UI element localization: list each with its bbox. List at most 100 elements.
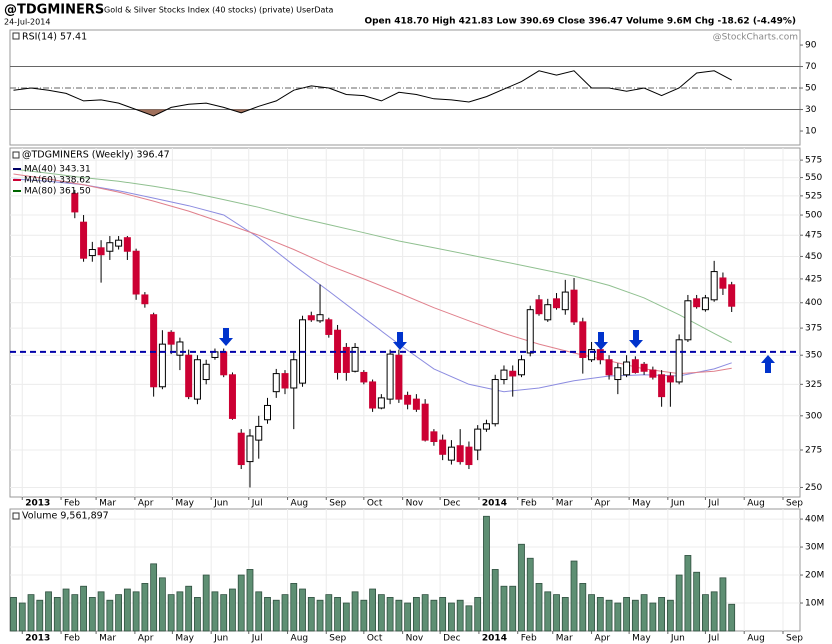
volume-bar — [36, 599, 44, 632]
y-tick-label: 450 — [805, 252, 822, 262]
x-tick-label: Jun — [213, 499, 228, 509]
candle-body — [176, 341, 184, 356]
y-tick-label: 325 — [805, 380, 822, 390]
volume-bar — [693, 571, 701, 632]
panel-frame — [9, 147, 801, 498]
volume-bar — [307, 597, 315, 632]
volume-bar — [710, 591, 718, 632]
arrow-down — [219, 328, 233, 346]
volume-bar — [290, 583, 298, 632]
y-tick-label: 350 — [805, 351, 822, 361]
volume-bar — [483, 515, 490, 632]
volume-bar — [561, 597, 569, 632]
volume-bar — [167, 594, 175, 632]
candle-body — [404, 394, 412, 405]
y-tick-label: 70 — [805, 62, 817, 72]
candle-body — [255, 425, 263, 441]
candle-body — [377, 397, 385, 409]
candle-body — [158, 343, 166, 388]
candle-body — [360, 371, 368, 383]
volume-bar — [377, 594, 385, 632]
x-tick-label: May — [175, 499, 194, 509]
y-tick-label: 40M — [805, 515, 824, 525]
x-tick-label: Feb — [64, 499, 80, 509]
volume-bar — [596, 597, 604, 632]
candle-body — [465, 446, 473, 466]
candle-body — [150, 314, 158, 388]
y-tick-label: 30 — [805, 105, 817, 115]
quote: Open 418.70 High 421.83 Low 390.69 Close… — [364, 17, 796, 27]
volume-bar — [71, 594, 79, 632]
candle-body — [106, 242, 114, 252]
candle-body — [342, 346, 350, 373]
x-tick-label: Nov — [406, 499, 424, 509]
y-tick-label: 300 — [805, 411, 822, 421]
candle-body — [640, 363, 648, 372]
volume-bar — [334, 597, 341, 632]
x-tick-label: Aug — [747, 499, 765, 509]
x-tick-label: Mar — [556, 499, 573, 509]
volume-bar — [255, 591, 263, 632]
volume-bar — [246, 569, 254, 632]
candle-body — [456, 445, 464, 463]
volume-bar — [588, 594, 595, 632]
volume-bar — [185, 585, 193, 632]
candle-body — [526, 309, 534, 354]
candle-body — [535, 299, 543, 315]
volume-bar — [80, 585, 87, 632]
x-tick-label: May — [175, 634, 194, 644]
x-tick-label: 2014 — [482, 499, 507, 509]
volume-bar — [237, 574, 245, 632]
candle-body — [132, 250, 140, 295]
panel-frame — [9, 29, 801, 146]
arrow-down — [594, 332, 608, 350]
volume-bar — [229, 588, 236, 632]
volume-bar — [123, 588, 131, 632]
x-tick-label: Apr — [138, 499, 154, 509]
y-tick-label: 90 — [805, 41, 817, 51]
candle-body — [649, 369, 657, 378]
panel-icon — [12, 512, 20, 520]
x-tick-label: Mar — [99, 499, 116, 509]
volume-bar — [719, 577, 727, 632]
moving-average — [13, 168, 732, 343]
candle-body — [588, 349, 596, 361]
candle-body — [412, 398, 420, 410]
volume-bar — [684, 555, 692, 632]
volume-bar — [553, 594, 560, 632]
arrow-down — [393, 332, 407, 350]
volume-bar — [395, 599, 403, 632]
volume-bar — [211, 591, 219, 632]
volume-bar — [342, 602, 350, 632]
volume-bar — [351, 591, 359, 632]
candle-body — [439, 439, 447, 455]
volume-bar — [194, 597, 201, 632]
volume-bar — [386, 597, 394, 632]
oversold-fill — [13, 109, 732, 116]
y-tick-label: 10 — [805, 127, 817, 137]
y-tick-label: 500 — [805, 211, 822, 221]
candle-body — [605, 359, 613, 376]
x-tick-label: Oct — [367, 499, 383, 509]
panel-title: @TDGMINERS (Weekly) 396.47 — [22, 150, 170, 161]
volume-bar — [158, 577, 166, 632]
volume-bar — [728, 603, 736, 632]
arrow-up — [761, 355, 775, 373]
volume-bar — [360, 599, 368, 632]
candle-body — [631, 359, 639, 373]
x-tick-label: Jul — [707, 499, 719, 509]
volume-bar — [62, 588, 70, 632]
volume-bar — [465, 605, 473, 632]
x-tick-label: Sep — [329, 499, 346, 509]
volume-bar — [45, 591, 52, 632]
volume-bar — [404, 602, 412, 632]
candle-body — [693, 298, 701, 308]
volume-bar — [430, 599, 438, 632]
arrow-down — [629, 330, 643, 348]
candle-body — [325, 319, 333, 335]
watermark: @StockCharts.com — [713, 33, 798, 43]
volume-bar — [535, 583, 543, 632]
volume-bar — [649, 602, 657, 632]
